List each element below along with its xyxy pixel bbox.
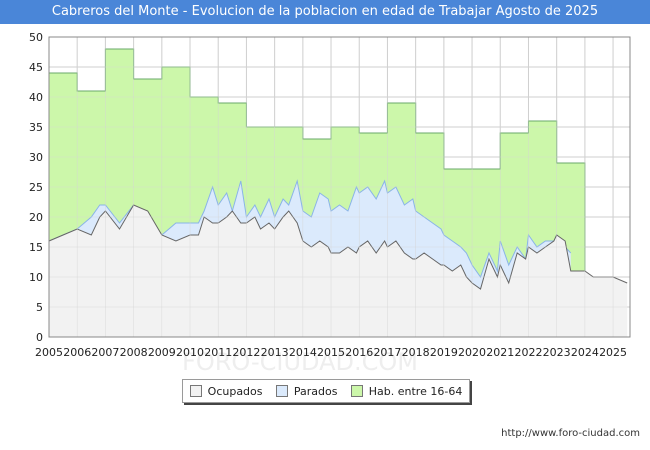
legend-swatch-ocupados <box>189 385 202 397</box>
legend-label-parados: Parados <box>293 384 338 398</box>
x-tick-label: 2012 <box>232 346 260 359</box>
y-tick-label: 25 <box>29 181 43 194</box>
legend-item-hab: Hab. entre 16-64 <box>350 384 463 398</box>
y-tick-label: 20 <box>29 211 43 224</box>
x-tick-label: 2023 <box>543 346 571 359</box>
watermark: FORO-CIUDAD.COM <box>182 348 418 376</box>
x-tick-label: 2018 <box>402 346 430 359</box>
y-tick-label: 35 <box>29 121 43 134</box>
chart-title: Cabreros del Monte - Evolucion de la pob… <box>0 0 650 24</box>
x-tick-label: 2008 <box>120 346 148 359</box>
y-tick-label: 40 <box>29 91 43 104</box>
legend-label-hab: Hab. entre 16-64 <box>368 384 463 398</box>
x-tick-label: 2015 <box>317 346 345 359</box>
x-tick-label: 2020 <box>458 346 486 359</box>
x-tick-label: 2022 <box>514 346 542 359</box>
y-tick-label: 45 <box>29 61 43 74</box>
legend-swatch-parados <box>275 385 288 397</box>
x-tick-label: 2019 <box>430 346 458 359</box>
x-tick-label: 2011 <box>204 346 232 359</box>
x-tick-label: 2017 <box>373 346 401 359</box>
y-tick-label: 30 <box>29 151 43 164</box>
x-tick-label: 2007 <box>91 346 119 359</box>
x-tick-label: 2006 <box>63 346 91 359</box>
x-tick-label: 2013 <box>261 346 289 359</box>
source-link[interactable]: http://www.foro-ciudad.com <box>501 428 640 439</box>
legend-item-ocupados: Ocupados <box>189 384 263 398</box>
series-ocupados-line <box>48 204 628 290</box>
series-parados-line <box>48 179 572 279</box>
legend-swatch-hab <box>350 385 363 397</box>
y-tick-label: 50 <box>29 31 43 44</box>
x-tick-label: 2024 <box>571 346 599 359</box>
x-tick-label: 2010 <box>176 346 204 359</box>
x-tick-label: 2021 <box>486 346 514 359</box>
plot-frame <box>48 36 631 338</box>
legend: Ocupados Parados Hab. entre 16-64 <box>182 379 470 403</box>
x-tick-label: 2005 <box>35 346 63 359</box>
y-tick-label: 0 <box>36 331 43 344</box>
y-tick-label: 15 <box>29 241 43 254</box>
x-tick-label: 2016 <box>345 346 373 359</box>
x-tick-label: 2014 <box>289 346 317 359</box>
x-tick-label: 2025 <box>599 346 627 359</box>
legend-label-ocupados: Ocupados <box>207 384 263 398</box>
legend-item-parados: Parados <box>275 384 338 398</box>
y-tick-label: 10 <box>29 271 43 284</box>
series-ocupados-area <box>49 205 628 337</box>
x-tick-label: 2009 <box>148 346 176 359</box>
y-tick-label: 5 <box>36 301 43 314</box>
series-layer <box>48 36 630 338</box>
